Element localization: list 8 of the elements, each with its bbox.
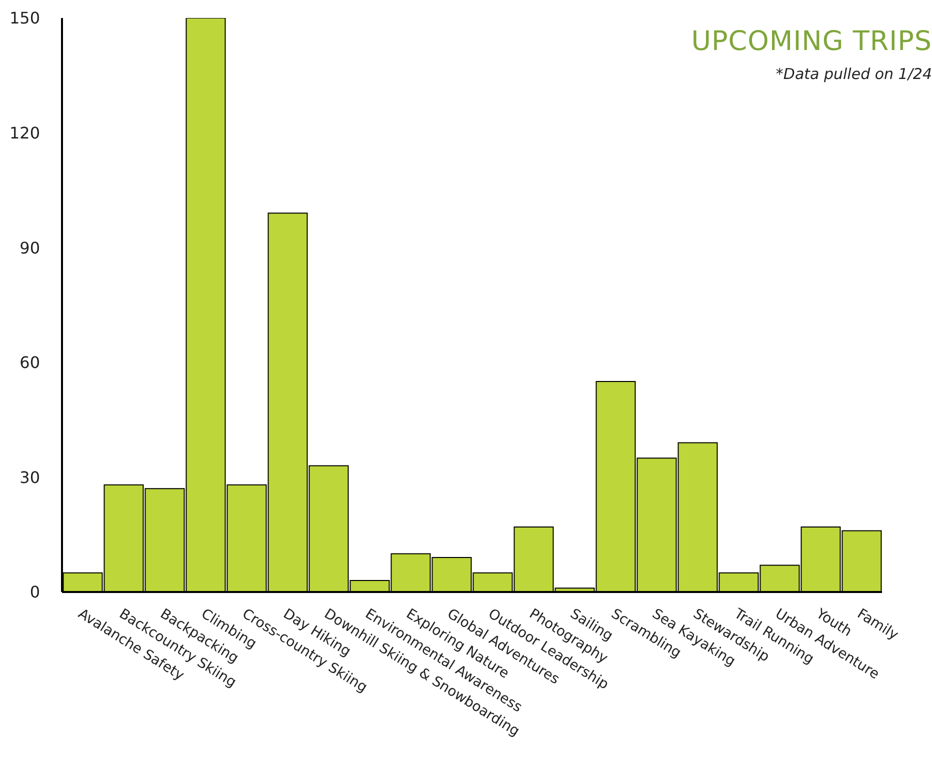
y-tick-label: 0 [30, 582, 40, 602]
y-tick-label: 90 [20, 238, 40, 258]
chart-title: UPCOMING TRIPS [691, 26, 932, 57]
y-tick-label: 30 [20, 468, 40, 487]
y-tick-label: 60 [20, 353, 40, 372]
y-tick-label: 150 [9, 8, 40, 28]
text: *Data pulled on 1/24 [774, 65, 932, 83]
y-tick-label: 120 [9, 123, 40, 142]
